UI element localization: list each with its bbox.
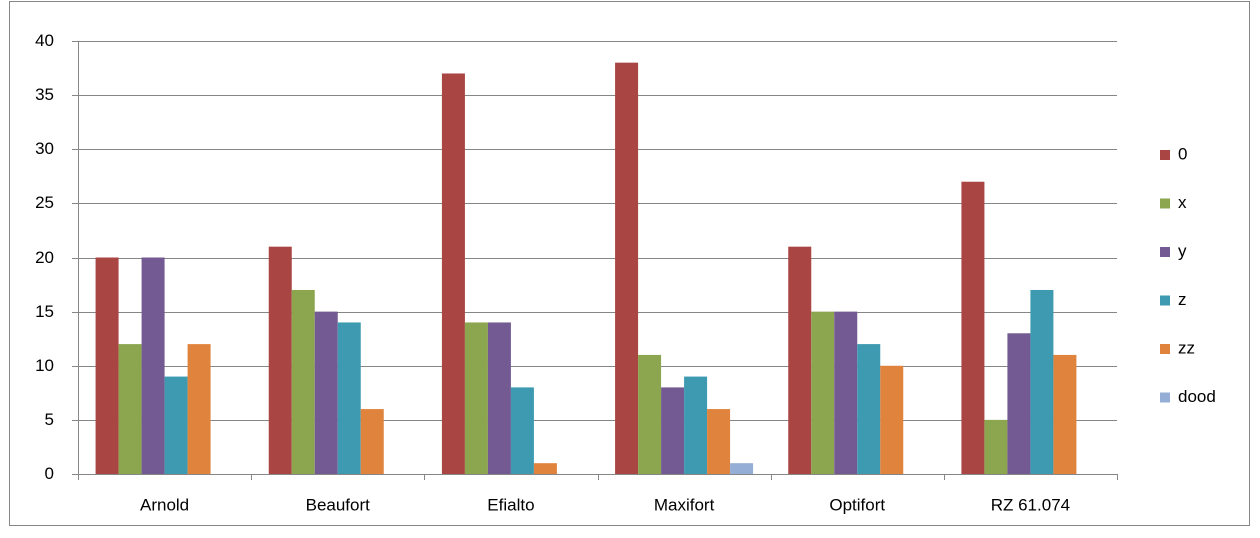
bar — [661, 387, 685, 474]
y-tick-label: 0 — [45, 464, 54, 483]
legend-label: y — [1178, 241, 1187, 260]
bar — [533, 463, 557, 474]
legend-swatch — [1160, 198, 1170, 209]
bar — [95, 257, 119, 474]
bar — [441, 73, 465, 474]
legend-label: zz — [1178, 338, 1195, 357]
bar — [510, 387, 534, 474]
bar — [464, 322, 488, 474]
y-tick-label: 20 — [35, 248, 54, 267]
x-tick-label: RZ 61.074 — [991, 495, 1070, 514]
bar — [707, 409, 731, 474]
bar — [487, 322, 511, 474]
bar — [360, 409, 384, 474]
bar — [788, 246, 812, 474]
bar — [730, 463, 754, 474]
y-tick-label: 5 — [45, 410, 54, 429]
legend-swatch — [1160, 150, 1170, 160]
bar — [187, 344, 211, 474]
bar — [834, 311, 858, 474]
bar — [638, 354, 662, 474]
bar — [811, 311, 835, 474]
legend-swatch — [1160, 392, 1170, 403]
bar — [268, 246, 292, 474]
legend-swatch — [1160, 295, 1170, 306]
bar — [337, 322, 361, 474]
bar — [314, 311, 338, 474]
y-tick-label: 40 — [35, 31, 54, 50]
legend-label: z — [1178, 290, 1187, 309]
bar — [880, 365, 904, 474]
bar — [1007, 333, 1031, 474]
bar — [291, 289, 315, 474]
bar — [615, 62, 639, 475]
bar — [684, 376, 708, 474]
legend-label: dood — [1178, 387, 1216, 406]
bar — [1030, 289, 1054, 474]
bar — [961, 181, 985, 474]
legend-label: x — [1178, 193, 1187, 212]
bar — [984, 419, 1008, 474]
x-tick-label: Maxifort — [654, 495, 715, 514]
bar — [857, 344, 881, 474]
y-tick-label: 25 — [35, 193, 54, 212]
bar — [141, 257, 165, 474]
legend-label: 0 — [1178, 144, 1187, 163]
x-tick-label: Efialto — [487, 495, 534, 514]
y-tick-label: 35 — [35, 85, 54, 104]
y-tick-label: 10 — [35, 356, 54, 375]
x-tick-label: Arnold — [140, 495, 189, 514]
bar — [1053, 354, 1077, 474]
x-tick-label: Optifort — [829, 495, 885, 514]
legend-swatch — [1160, 247, 1170, 257]
y-tick-label: 15 — [35, 302, 54, 321]
legend-swatch — [1160, 344, 1170, 354]
bar — [164, 376, 188, 474]
y-tick-label: 30 — [35, 139, 54, 158]
bar — [118, 344, 142, 474]
x-tick-label: Beaufort — [306, 495, 371, 514]
